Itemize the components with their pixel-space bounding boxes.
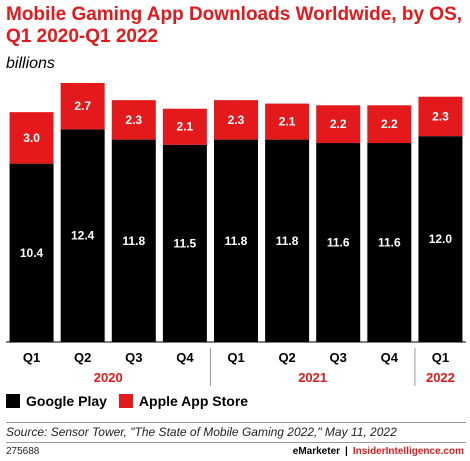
brand-separator: | [345,446,348,457]
data-label-apple-app-store: 3.0 [23,131,40,145]
brand-credit: eMarketer | InsiderIntelligence.com [293,446,464,457]
bar-apple-app-store [111,100,156,140]
data-label-google-play: 12.4 [71,229,95,243]
data-label-google-play: 11.6 [327,236,350,250]
data-label-google-play: 12.0 [429,232,453,246]
year-group-label: 2020 [94,370,123,385]
source-note: Source: Sensor Tower, "The State of Mobi… [6,425,397,439]
data-label-apple-app-store: 2.1 [177,120,194,134]
legend-label-apple-app-store: Apple App Store [138,393,249,409]
data-label-google-play: 11.8 [276,234,299,248]
chart-id: 275688 [6,446,40,457]
bar-apple-app-store [316,105,361,144]
bar-google-play [111,139,156,342]
x-tick-label: Q3 [330,350,347,365]
bar-apple-app-store [367,105,412,144]
x-tick-label: Q1 [432,350,449,365]
bar-google-play [418,136,463,342]
data-label-google-play: 11.6 [378,236,401,250]
x-tick-label: Q4 [176,350,194,365]
bar-apple-app-store [418,96,463,137]
data-label-apple-app-store: 2.2 [330,117,347,131]
brand-emarketer: eMarketer [292,446,341,457]
brand-insider-intelligence: InsiderIntelligence.com [352,446,464,457]
bar-google-play [162,144,207,342]
footer-divider [6,442,466,443]
bar-apple-app-store [214,100,258,140]
bar-google-play [265,139,310,342]
year-group-label: 2021 [298,370,327,385]
data-label-google-play: 10.4 [20,246,44,260]
data-label-apple-app-store: 2.1 [279,115,296,129]
bar-apple-app-store [9,112,54,164]
source-divider [6,422,466,423]
data-label-apple-app-store: 2.3 [432,109,449,123]
data-label-apple-app-store: 2.2 [381,117,398,131]
legend-label-google-play: Google Play [26,393,107,409]
x-tick-label: Q1 [23,350,40,365]
data-label-apple-app-store: 2.3 [228,113,245,127]
chart-legend: Google Play Apple App Store [6,393,260,409]
bar-google-play [9,163,54,342]
x-tick-label: Q2 [74,350,91,365]
bar-apple-app-store [265,103,310,140]
data-label-google-play: 11.5 [174,236,197,250]
bar-google-play [214,139,258,342]
legend-item-google-play: Google Play [6,393,107,409]
x-tick-label: Q2 [278,350,295,365]
data-label-google-play: 11.8 [225,234,248,248]
data-label-apple-app-store: 2.3 [125,113,142,127]
data-label-google-play: 11.8 [122,234,145,248]
bar-apple-app-store [60,83,105,130]
x-tick-label: Q3 [125,350,142,365]
data-label-apple-app-store: 2.7 [74,99,91,113]
bar-google-play [367,143,412,342]
x-tick-label: Q4 [381,350,399,365]
x-tick-label: Q1 [227,350,244,365]
year-group-label: 2022 [426,370,455,385]
stacked-bar-chart: 10.4 3.0 Q1 12.4 2.7 Q2 11.8 2.3 Q3 11.5 2.1 Q4 11.8… [6,83,466,386]
bar-apple-app-store [162,108,207,145]
legend-item-apple-app-store: Apple App Store [118,393,249,409]
legend-swatch-apple-app-store [118,394,133,408]
bar-google-play [316,143,361,342]
chart-title: Mobile Gaming App Downloads Worldwide, b… [6,4,463,47]
chart-subtitle: billions [6,55,55,72]
legend-swatch-google-play [6,394,20,408]
bar-google-play [60,129,105,342]
